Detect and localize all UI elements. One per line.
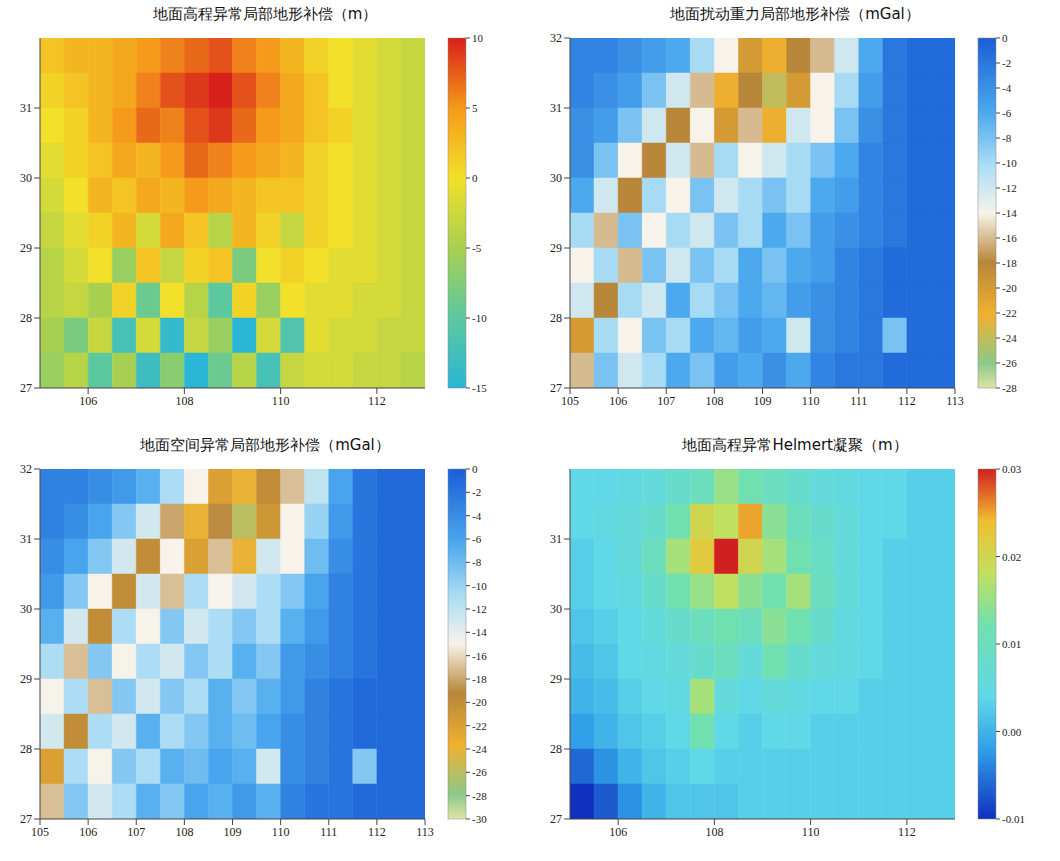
svg-text:28: 28	[20, 311, 32, 325]
html-text:地面高程异常Helmert凝聚（m）: 地面高程异常Helmert凝聚（m）	[682, 435, 908, 454]
svg-text:-18: -18	[1002, 257, 1017, 269]
svg-text:-16: -16	[472, 649, 487, 661]
svg-text:112: 112	[368, 394, 386, 408]
svg-text:112: 112	[898, 394, 916, 408]
svg-text:107: 107	[127, 824, 145, 838]
svg-text:-8: -8	[1002, 132, 1012, 144]
svg-text:110: 110	[272, 824, 290, 838]
svg-text:27: 27	[20, 812, 32, 826]
svg-text:109: 109	[224, 824, 242, 838]
svg-text:29: 29	[550, 241, 562, 255]
svg-text:29: 29	[20, 241, 32, 255]
svg-text:-4: -4	[472, 509, 482, 521]
svg-text:-26: -26	[1002, 357, 1017, 369]
svg-text:32: 32	[20, 462, 32, 476]
svg-text:32: 32	[550, 31, 562, 45]
svg-text:108: 108	[175, 394, 193, 408]
svg-text:-14: -14	[472, 626, 487, 638]
svg-text:10: 10	[472, 32, 484, 44]
svg-text:-24: -24	[472, 743, 487, 755]
svg-text:105: 105	[561, 394, 579, 408]
svg-text:31: 31	[20, 101, 32, 115]
svg-text:-15: -15	[472, 382, 487, 394]
svg-text:-12: -12	[472, 603, 487, 615]
svg-text:28: 28	[20, 742, 32, 756]
svg-text:-20: -20	[1002, 282, 1017, 294]
svg-text:-10: -10	[1002, 157, 1017, 169]
svg-text:-4: -4	[1002, 82, 1012, 94]
svg-text:113: 113	[416, 824, 434, 838]
svg-text:112: 112	[898, 824, 916, 838]
svg-text:30: 30	[550, 602, 562, 616]
svg-text:-24: -24	[1002, 332, 1017, 344]
svg-text:0.02: 0.02	[1002, 550, 1021, 562]
svg-text:108: 108	[705, 394, 723, 408]
svg-text:-20: -20	[472, 696, 487, 708]
svg-text:-2: -2	[1002, 57, 1011, 69]
svg-text:-6: -6	[472, 533, 482, 545]
svg-text:0.03: 0.03	[1002, 463, 1022, 475]
svg-text:-0.01: -0.01	[1002, 813, 1025, 825]
svg-text:-10: -10	[472, 579, 487, 591]
svg-text:111: 111	[850, 394, 867, 408]
svg-text:-12: -12	[1002, 182, 1017, 194]
svg-text:110: 110	[802, 824, 820, 838]
svg-text:29: 29	[550, 672, 562, 686]
svg-text:108: 108	[175, 824, 193, 838]
svg-text:27: 27	[550, 381, 562, 395]
svg-text:0: 0	[472, 172, 478, 184]
svg-text:-22: -22	[1002, 307, 1017, 319]
svg-text:30: 30	[20, 171, 32, 185]
svg-text:105: 105	[31, 824, 49, 838]
svg-text:113: 113	[946, 394, 964, 408]
svg-text:31: 31	[20, 532, 32, 546]
svg-text:108: 108	[705, 824, 723, 838]
svg-text:-14: -14	[1002, 207, 1017, 219]
svg-text:-22: -22	[472, 719, 487, 731]
html-text:地面扰动重力局部地形补偿（mGal）: 地面扰动重力局部地形补偿（mGal）	[670, 5, 920, 23]
svg-text:30: 30	[20, 602, 32, 616]
svg-text:107: 107	[657, 394, 675, 408]
svg-text:-26: -26	[472, 766, 487, 778]
svg-text:27: 27	[550, 812, 562, 826]
svg-text:-10: -10	[472, 312, 487, 324]
svg-text:-28: -28	[472, 789, 487, 801]
svg-text:-6: -6	[1002, 107, 1012, 119]
html-text:地面空间异常局部地形补偿（mGal）: 地面空间异常局部地形补偿（mGal）	[140, 435, 390, 454]
svg-text:106: 106	[609, 394, 627, 408]
svg-text:28: 28	[550, 742, 562, 756]
svg-text:27: 27	[20, 381, 32, 395]
svg-text:-8: -8	[472, 556, 482, 568]
html-text:地面高程异常局部地形补偿（m）: 地面高程异常局部地形补偿（m）	[152, 5, 378, 23]
svg-text:106: 106	[79, 824, 97, 838]
svg-text:31: 31	[550, 532, 562, 546]
svg-text:31: 31	[550, 101, 562, 115]
svg-text:112: 112	[368, 824, 386, 838]
svg-text:110: 110	[802, 394, 820, 408]
svg-text:111: 111	[320, 824, 337, 838]
svg-text:110: 110	[272, 394, 290, 408]
svg-text:106: 106	[609, 824, 627, 838]
svg-text:29: 29	[20, 672, 32, 686]
svg-text:-28: -28	[1002, 382, 1017, 394]
svg-text:-18: -18	[472, 673, 487, 685]
svg-text:109: 109	[754, 394, 772, 408]
svg-text:-30: -30	[472, 813, 487, 825]
svg-text:-16: -16	[1002, 232, 1017, 244]
svg-text:0.00: 0.00	[1002, 725, 1022, 737]
svg-text:5: 5	[472, 102, 478, 114]
svg-text:106: 106	[79, 394, 97, 408]
svg-text:-2: -2	[472, 486, 481, 498]
svg-text:30: 30	[550, 171, 562, 185]
svg-text:0.01: 0.01	[1002, 638, 1021, 650]
svg-text:28: 28	[550, 311, 562, 325]
svg-text:0: 0	[472, 463, 478, 475]
svg-text:-5: -5	[472, 242, 482, 254]
svg-text:0: 0	[1002, 32, 1008, 44]
